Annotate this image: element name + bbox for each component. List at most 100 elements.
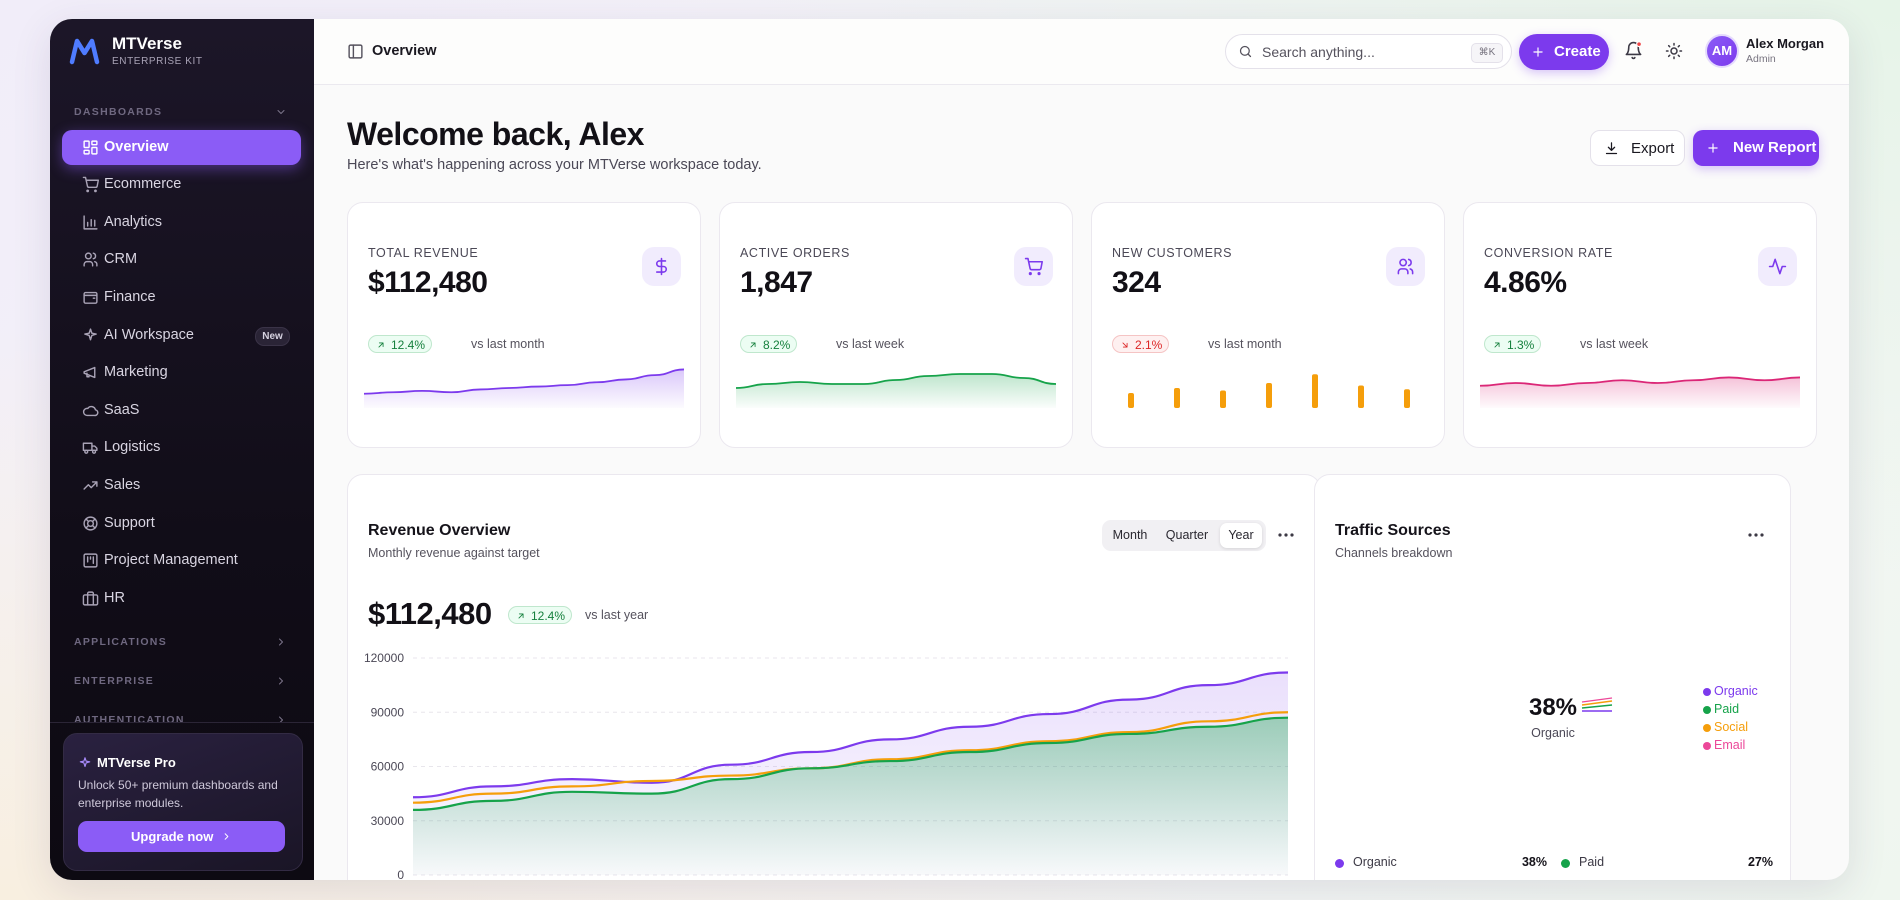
new-report-button[interactable]: New Report bbox=[1693, 130, 1819, 166]
card-title: Revenue Overview bbox=[368, 522, 511, 539]
icon-part bbox=[83, 366, 96, 379]
tab[interactable]: Quarter bbox=[1165, 528, 1209, 542]
nav-label: Ecommerce bbox=[104, 176, 182, 193]
nav-item[interactable]: Logistics bbox=[62, 430, 301, 465]
create-button[interactable]: Create bbox=[1519, 34, 1609, 70]
icon-part bbox=[84, 252, 92, 260]
card-subtitle: Monthly revenue against target bbox=[368, 546, 540, 560]
icon-part bbox=[1754, 533, 1758, 537]
nav-item[interactable]: Ecommerce bbox=[62, 167, 301, 202]
legend-dot bbox=[1703, 706, 1711, 714]
legend-dot bbox=[1703, 724, 1711, 732]
topbar: Overview Search anything... ⌘K Create AM… bbox=[314, 19, 1849, 85]
icon-part bbox=[518, 613, 524, 619]
icon-part bbox=[83, 215, 98, 230]
more-menu[interactable] bbox=[1746, 527, 1766, 543]
series-line bbox=[412, 671, 1289, 799]
icon-part bbox=[94, 189, 97, 193]
nav-badge: New bbox=[255, 326, 290, 346]
nav-item[interactable]: Overview bbox=[62, 129, 301, 165]
kpi-label: CONVERSION RATE bbox=[1484, 246, 1613, 260]
spark-area bbox=[1480, 377, 1800, 408]
nav-item[interactable]: SaaS bbox=[62, 393, 301, 428]
sparkle-icon bbox=[79, 757, 91, 768]
promo-title: MTVerse Pro bbox=[97, 755, 176, 770]
comparison: vs last month bbox=[471, 337, 545, 351]
tab[interactable]: Year bbox=[1220, 523, 1262, 548]
comparison: vs last month bbox=[1208, 337, 1282, 351]
export-label: Export bbox=[1631, 140, 1675, 157]
nav-item[interactable]: AI Workspace New bbox=[62, 318, 301, 353]
icon-part bbox=[1631, 56, 1636, 60]
trend-arrow bbox=[378, 342, 384, 348]
legend-label: Paid bbox=[1714, 702, 1740, 716]
search-box[interactable]: Search anything... ⌘K bbox=[1225, 34, 1512, 69]
icon-part bbox=[91, 449, 97, 455]
icon-part bbox=[83, 139, 90, 148]
icon-part bbox=[91, 481, 98, 487]
spark-area bbox=[364, 369, 684, 408]
icon-part bbox=[85, 517, 96, 529]
section-label[interactable]: AUTHENTICATION bbox=[74, 714, 185, 722]
icon-part bbox=[279, 716, 283, 722]
spark-bar bbox=[1128, 393, 1134, 408]
y-tick-label: 30000 bbox=[371, 814, 405, 828]
icon bbox=[1768, 258, 1787, 275]
nav-item[interactable]: Project Management bbox=[62, 543, 301, 578]
icon-part bbox=[1533, 47, 1543, 57]
nav-item[interactable]: Analytics bbox=[62, 205, 301, 240]
icon bbox=[1397, 258, 1414, 275]
more-menu[interactable] bbox=[1276, 527, 1296, 543]
nav-item[interactable]: HR bbox=[62, 581, 301, 616]
series-area bbox=[413, 717, 1288, 875]
icon-part bbox=[1760, 533, 1764, 537]
breakdown-dot bbox=[1335, 859, 1344, 868]
section-label[interactable]: APPLICATIONS bbox=[74, 636, 167, 648]
nav-icon bbox=[83, 481, 98, 490]
change-pill: 12.4% bbox=[368, 335, 433, 353]
nav-icon bbox=[83, 215, 98, 230]
export-button[interactable]: Export bbox=[1590, 130, 1685, 166]
nav-label: Project Management bbox=[104, 552, 238, 569]
nav-icon bbox=[83, 252, 98, 267]
icon-part bbox=[279, 677, 283, 685]
icon-part bbox=[1581, 704, 1613, 709]
spark-bar bbox=[1404, 389, 1410, 408]
tab[interactable]: Month bbox=[1112, 528, 1148, 542]
kpi-card: ACTIVE ORDERS 1,847 8.2% vs last week bbox=[719, 202, 1073, 448]
nav-item[interactable]: Finance bbox=[62, 280, 301, 315]
nav-item[interactable]: CRM bbox=[62, 242, 301, 277]
section-label[interactable]: ENTERPRISE bbox=[74, 675, 155, 687]
spark-bar bbox=[1220, 390, 1226, 408]
icon bbox=[655, 257, 667, 276]
revenue-chart: 0 30000 60000 90000 120000 bbox=[364, 651, 1289, 880]
comparison: vs last week bbox=[836, 337, 905, 351]
notifications[interactable] bbox=[1624, 41, 1643, 60]
icon-part bbox=[83, 252, 98, 267]
theme-toggle[interactable] bbox=[1665, 42, 1683, 60]
icon-part bbox=[91, 146, 98, 155]
upgrade-label: Upgrade now bbox=[131, 829, 214, 844]
nav-icon bbox=[83, 139, 98, 155]
nav-icon bbox=[84, 327, 97, 340]
icon-part bbox=[91, 139, 98, 145]
sparkline bbox=[1128, 374, 1410, 408]
icon-part bbox=[750, 342, 756, 348]
series-line bbox=[412, 716, 1289, 811]
download-icon bbox=[1605, 142, 1618, 155]
user-role: Admin bbox=[1746, 53, 1776, 65]
nav-item[interactable]: Support bbox=[62, 506, 301, 541]
sidebar-toggle[interactable] bbox=[347, 43, 364, 60]
nav-item[interactable]: Sales bbox=[62, 468, 301, 503]
avatar[interactable]: AM bbox=[1705, 34, 1739, 68]
icon-part bbox=[277, 110, 285, 114]
nav-item[interactable]: Marketing bbox=[62, 355, 301, 390]
change-pill: 8.2% bbox=[740, 335, 798, 353]
icon-part bbox=[655, 257, 667, 276]
change-value: 12.4% bbox=[531, 609, 566, 623]
upgrade-button[interactable]: Upgrade now bbox=[78, 821, 285, 852]
y-tick-label: 60000 bbox=[371, 760, 405, 774]
nav-icon bbox=[82, 405, 99, 416]
